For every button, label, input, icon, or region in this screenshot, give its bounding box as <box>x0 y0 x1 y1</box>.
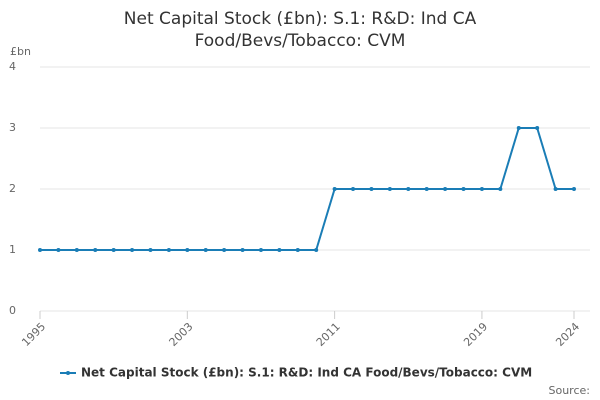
legend-label: Net Capital Stock (£bn): S.1: R&D: Ind C… <box>81 366 532 380</box>
point <box>222 248 227 252</box>
point <box>387 187 392 191</box>
legend-marker <box>66 371 70 375</box>
y-axis-label: £bn <box>10 45 31 58</box>
y-tick-label: 4 <box>9 60 16 73</box>
chart-title: Food/Bevs/Tobacco: CVM <box>195 31 406 51</box>
x-tick-label: 2011 <box>314 320 343 349</box>
point <box>295 248 300 252</box>
point <box>93 248 98 252</box>
y-tick-label: 0 <box>9 304 16 317</box>
y-tick-label: 3 <box>9 121 16 134</box>
point <box>111 248 116 252</box>
point <box>479 187 484 191</box>
point <box>351 187 356 191</box>
chart-title: Net Capital Stock (£bn): S.1: R&D: Ind C… <box>124 9 477 29</box>
point <box>424 187 429 191</box>
point <box>130 248 135 252</box>
point <box>572 187 576 191</box>
x-tick-label: 2019 <box>461 320 490 349</box>
y-tick-label: 1 <box>9 243 16 256</box>
point <box>461 187 466 191</box>
point <box>369 187 374 191</box>
point <box>498 187 503 191</box>
line <box>40 127 574 251</box>
x-tick-label: 1995 <box>19 320 48 349</box>
point <box>240 248 245 252</box>
point <box>314 248 319 252</box>
point <box>553 187 558 191</box>
point <box>185 248 190 252</box>
point <box>258 248 263 252</box>
point <box>332 187 337 191</box>
x-tick-label: 2003 <box>167 320 196 349</box>
point <box>166 248 171 252</box>
x-tick-label: 2024 <box>553 320 582 349</box>
point <box>535 126 540 130</box>
point <box>203 248 208 252</box>
point <box>56 248 61 252</box>
point <box>74 248 79 252</box>
point <box>38 248 42 252</box>
point <box>406 187 411 191</box>
source: Source: <box>549 384 591 397</box>
point <box>148 248 153 252</box>
y-tick-label: 2 <box>9 182 16 195</box>
point <box>443 187 448 191</box>
point <box>516 126 521 130</box>
point <box>277 248 282 252</box>
